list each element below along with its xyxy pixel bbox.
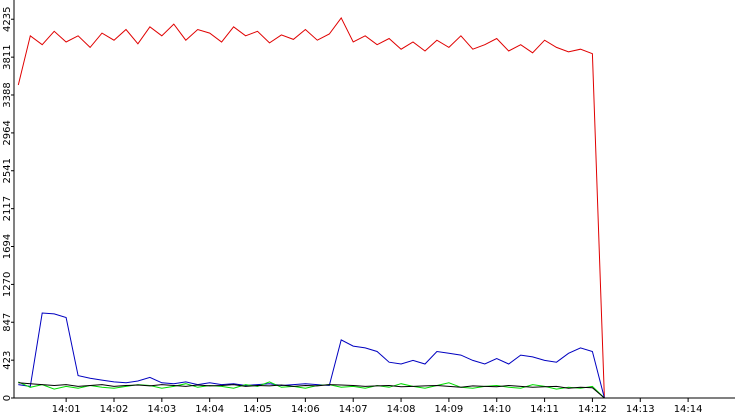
- series-line: [18, 381, 605, 399]
- x-tick-label: 14:14: [674, 404, 703, 415]
- y-tick-label: 423: [2, 351, 13, 370]
- x-tick-label: 14:02: [100, 404, 129, 415]
- y-tick-label: 2117: [2, 196, 13, 221]
- series-line: [17, 16, 605, 399]
- y-tick-label: 1270: [2, 272, 13, 297]
- x-tick-label: 14:06: [291, 404, 320, 415]
- y-tick-label: 2964: [2, 120, 13, 145]
- x-tick-label: 14:01: [52, 404, 81, 415]
- series-line: [18, 312, 605, 399]
- x-tick-label: 14:10: [482, 404, 511, 415]
- x-tick-label: 14:05: [243, 404, 272, 415]
- x-tick-label: 14:12: [578, 404, 607, 415]
- series-line: [18, 382, 605, 399]
- x-tick-label: 14:08: [387, 404, 416, 415]
- y-tick-label: 847: [2, 313, 13, 332]
- x-tick-label: 14:13: [626, 404, 655, 415]
- y-tick-label: 2541: [2, 158, 13, 183]
- x-tick-label: 14:03: [147, 404, 176, 415]
- y-tick-label: 3388: [2, 82, 13, 107]
- y-tick-label: 1694: [2, 234, 13, 259]
- y-tick-label: 0: [2, 395, 13, 401]
- x-tick-label: 14:11: [530, 404, 559, 415]
- y-tick-label: 3811: [2, 44, 13, 69]
- x-tick-label: 14:09: [434, 404, 463, 415]
- x-tick-label: 14:07: [339, 404, 368, 415]
- x-tick-label: 14:04: [195, 404, 224, 415]
- y-tick-label: 4235: [2, 7, 13, 32]
